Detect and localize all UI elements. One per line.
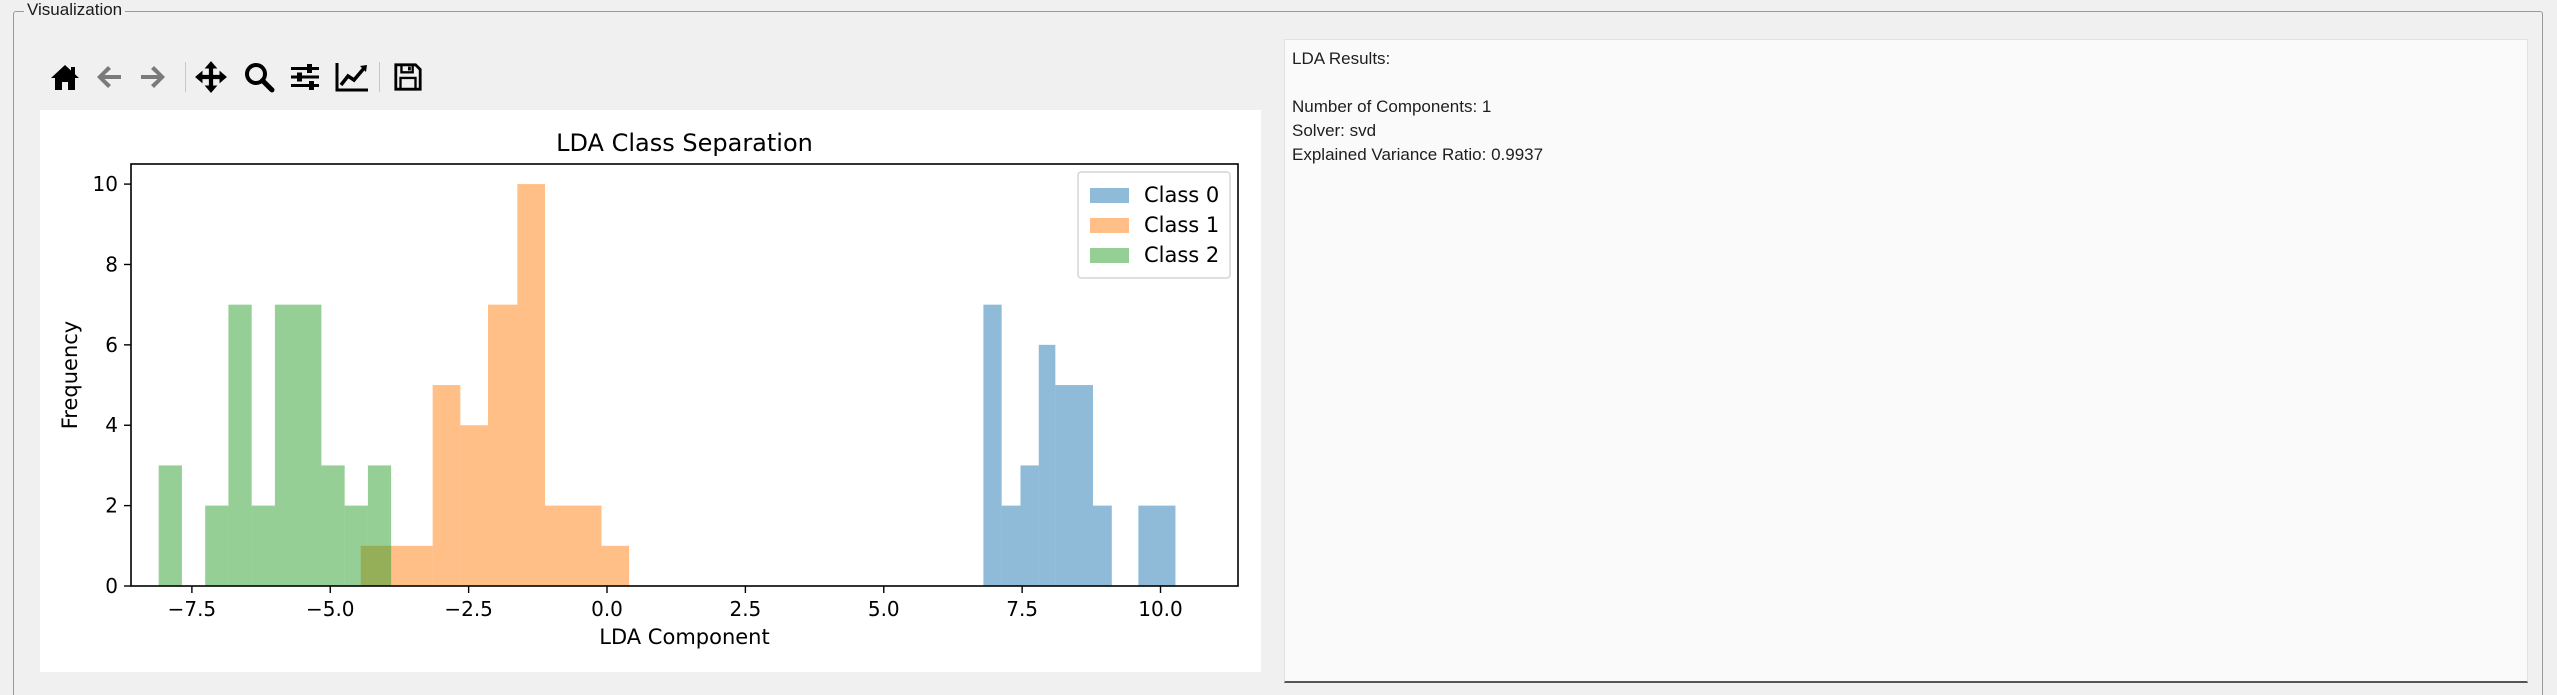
- back-button[interactable]: [88, 56, 130, 98]
- legend-swatch: [1090, 188, 1129, 203]
- histogram-bars: [158, 184, 1176, 586]
- bar-class-2-6: [321, 465, 345, 586]
- x-tick-label: 7.5: [1006, 597, 1038, 621]
- bar-class-0-2: [1020, 465, 1039, 586]
- legend-label: Class 0: [1144, 183, 1219, 207]
- bar-class-2-0: [158, 465, 182, 586]
- x-tick-label: 5.0: [868, 597, 900, 621]
- y-axis-label: Frequency: [58, 321, 82, 430]
- y-tick-label: 4: [105, 413, 118, 437]
- bar-class-1-5: [517, 184, 546, 586]
- bar-class-1-4: [488, 304, 518, 586]
- y-tick-label: 0: [105, 574, 118, 598]
- chart-legend: Class 0 Class 1 Class 2: [1077, 171, 1231, 279]
- bar-class-0-5: [1092, 505, 1112, 586]
- edit-axes-button[interactable]: [331, 56, 373, 98]
- visualization-groupbox: [13, 11, 2543, 695]
- results-heading: LDA Results:: [1292, 49, 1391, 68]
- plot-canvas[interactable]: LDA Class Separation −7.5 −5.0 −2.5 0.0 2.5 5…: [40, 110, 1261, 672]
- chart-title: LDA Class Separation: [556, 129, 813, 157]
- x-axis-ticks: −7.5 −5.0 −2.5 0.0 2.5 5.0 7.5 10.0: [168, 586, 1183, 621]
- legend-label: Class 2: [1144, 243, 1219, 267]
- configure-subplots-button[interactable]: [284, 56, 326, 98]
- bar-class-1-7: [601, 545, 630, 586]
- results-components: Number of Components: 1: [1292, 97, 1492, 116]
- x-tick-label: −2.5: [444, 597, 493, 621]
- bar-class-0-4: [1055, 385, 1093, 586]
- x-tick-label: 0.0: [591, 597, 623, 621]
- x-tick-label: −5.0: [306, 597, 355, 621]
- home-button[interactable]: [44, 56, 86, 98]
- bar-class-0-1: [1001, 505, 1021, 586]
- bar-class-2-7: [344, 505, 368, 586]
- axes-frame: [130, 163, 1239, 587]
- bar-class-2-2: [205, 505, 229, 586]
- legend-swatch: [1090, 218, 1129, 233]
- y-tick-label: 8: [105, 252, 118, 276]
- results-blank-line: [1292, 71, 2527, 95]
- x-tick-label: −7.5: [168, 597, 217, 621]
- legend-label: Class 1: [1144, 213, 1219, 237]
- line-chart-icon: [335, 63, 368, 92]
- bar-class-2-4: [251, 505, 275, 586]
- magnifier-icon: [245, 63, 275, 93]
- bar-class-2-8: [367, 465, 392, 586]
- x-axis-label: LDA Component: [599, 625, 769, 649]
- legend-swatch: [1090, 248, 1129, 263]
- groupbox-title: Visualization: [24, 0, 126, 20]
- lda-results-textbox[interactable]: LDA Results: Number of Components: 1 Sol…: [1284, 39, 2528, 683]
- bar-class-2-3: [228, 304, 252, 586]
- home-icon: [51, 65, 79, 90]
- bar-class-1-2: [432, 385, 461, 586]
- zoom-button[interactable]: [238, 56, 280, 98]
- arrow-right-icon: [141, 66, 165, 88]
- y-tick-label: 10: [93, 172, 118, 196]
- toolbar-separator: [185, 62, 186, 92]
- lda-histogram-chart: LDA Class Separation −7.5 −5.0 −2.5 0.0 2.5 5…: [58, 129, 1239, 649]
- sliders-icon: [291, 64, 319, 90]
- toolbar-separator: [379, 62, 380, 92]
- x-tick-label: 10.0: [1138, 597, 1183, 621]
- floppy-disk-icon: [394, 63, 422, 91]
- pan-button[interactable]: [190, 56, 232, 98]
- y-axis-ticks: 0 2 4 6 8 10: [93, 172, 131, 598]
- forward-button[interactable]: [132, 56, 174, 98]
- bar-class-1-6: [545, 505, 602, 586]
- save-button[interactable]: [387, 56, 429, 98]
- x-tick-label: 2.5: [729, 597, 761, 621]
- bar-class-2-5: [274, 304, 322, 586]
- bar-class-0-3: [1038, 344, 1056, 586]
- y-tick-label: 6: [105, 333, 118, 357]
- y-tick-label: 2: [105, 494, 118, 518]
- bar-class-1-3: [460, 425, 489, 586]
- arrow-left-icon: [97, 66, 121, 88]
- bar-class-0-7: [1138, 505, 1176, 586]
- results-explained-variance: Explained Variance Ratio: 0.9937: [1292, 145, 1544, 164]
- bar-class-1-1: [388, 545, 433, 586]
- move-icon: [195, 61, 227, 93]
- bar-class-0-0: [983, 304, 1002, 586]
- results-solver: Solver: svd: [1292, 121, 1377, 140]
